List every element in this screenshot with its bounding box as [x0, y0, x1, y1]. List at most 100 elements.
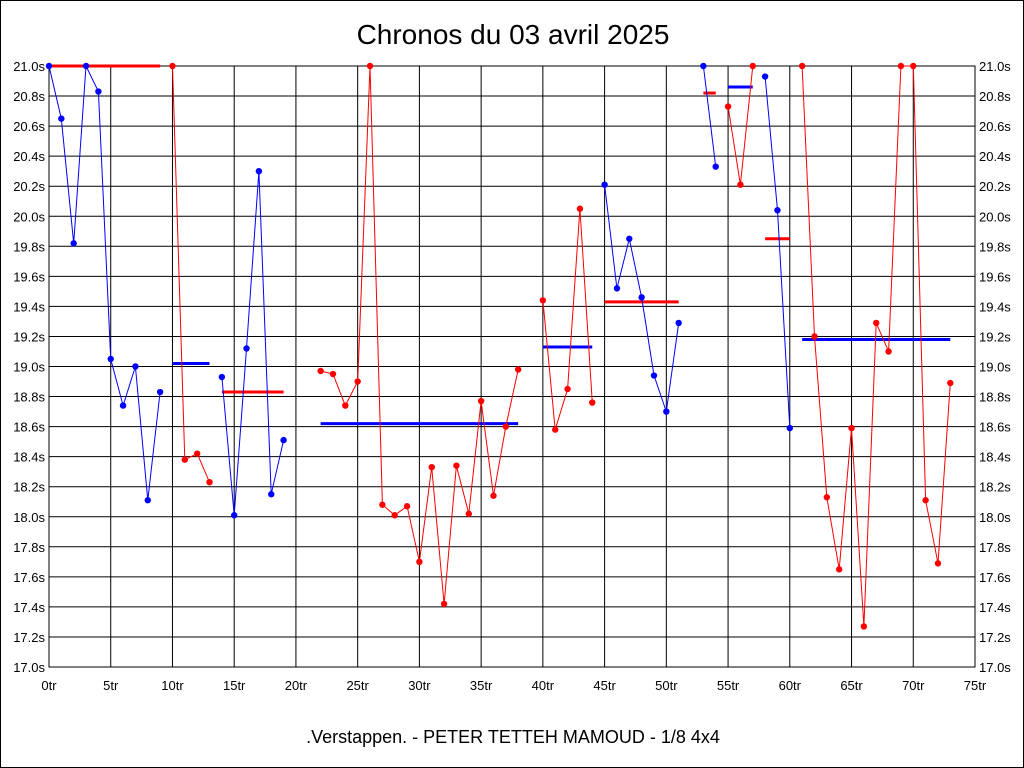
data-point [317, 367, 324, 375]
data-point [947, 379, 954, 387]
y-tick-label-left: 19.8s [13, 239, 45, 254]
series-line [764, 76, 791, 429]
data-point [95, 88, 102, 95]
x-tick-label: 75tr [964, 678, 987, 693]
data-point [761, 73, 769, 80]
data-point [329, 370, 337, 378]
data-point [835, 566, 843, 573]
data-point [700, 62, 707, 70]
data-point [712, 163, 719, 170]
x-tick-label: 5tr [103, 678, 119, 693]
y-tick-label-right: 19.4s [979, 299, 1011, 314]
y-tick-label-left: 18.2s [13, 480, 45, 495]
y-tick-label-left: 20.2s [13, 179, 45, 194]
data-point [848, 424, 855, 432]
data-point [786, 424, 793, 432]
data-point [502, 423, 510, 430]
y-tick-label-right: 18.4s [979, 450, 1011, 465]
data-point [774, 207, 781, 214]
plot-border [48, 65, 976, 668]
x-tick-label: 25tr [346, 678, 369, 693]
axis-labels: 17.0s 17.0s 17.2s 17.2s 17.4s 17.4s 17.6s 17.6s… [13, 59, 1011, 693]
data-point [119, 402, 127, 409]
data-point [354, 378, 361, 385]
data-point [490, 492, 497, 499]
data-point [169, 62, 176, 70]
data-point [564, 385, 571, 393]
y-tick-label-left: 19.4s [13, 299, 45, 314]
data-point [798, 62, 806, 70]
data-point [391, 512, 398, 519]
data-point [477, 397, 485, 405]
y-tick-label-right: 20.6s [979, 119, 1011, 134]
data-point [823, 494, 831, 501]
data-point [206, 478, 213, 486]
y-tick-label-right: 17.8s [979, 540, 1011, 555]
data-point [144, 497, 151, 504]
y-tick-label-right: 18.2s [979, 480, 1011, 495]
data-point [626, 235, 633, 242]
x-tick-label: 60tr [779, 678, 802, 693]
data-point [255, 167, 263, 175]
series-line [221, 171, 285, 516]
y-tick-label-left: 18.8s [13, 390, 45, 405]
data-point [885, 348, 892, 355]
data-point [268, 491, 275, 498]
data-point [342, 402, 349, 409]
y-tick-label-left: 19.2s [13, 329, 45, 344]
y-tick-label-right: 17.6s [979, 570, 1011, 585]
data-point [440, 600, 448, 608]
y-tick-label-right: 20.4s [979, 149, 1011, 164]
data-point [280, 436, 287, 444]
x-tick-label: 0tr [41, 678, 57, 693]
series-line [48, 64, 161, 501]
data-point [663, 408, 670, 415]
data-point [934, 560, 942, 567]
series-line [801, 65, 951, 627]
data-point [675, 319, 682, 327]
data-point [576, 205, 584, 212]
x-tick-label: 20tr [285, 678, 308, 693]
y-tick-label-left: 20.4s [13, 149, 45, 164]
y-tick-label-right: 18.8s [979, 390, 1011, 405]
grid [48, 65, 976, 668]
data-point [638, 294, 645, 301]
y-tick-label-left: 20.0s [13, 209, 45, 224]
y-tick-label-right: 20.2s [979, 179, 1011, 194]
y-tick-label-right: 18.0s [979, 510, 1011, 525]
y-tick-label-right: 19.6s [979, 269, 1011, 284]
y-tick-label-right: 21.0s [979, 59, 1011, 74]
data-point [910, 62, 917, 70]
y-tick-label-left: 17.6s [13, 570, 45, 585]
y-tick-label-left: 20.6s [13, 119, 45, 134]
series-line [172, 65, 210, 483]
x-tick-label: 70tr [902, 678, 925, 693]
y-tick-label-left: 19.0s [13, 360, 45, 375]
data-point [82, 62, 90, 70]
x-tick-label: 45tr [593, 678, 616, 693]
data-point [70, 240, 77, 247]
x-tick-label: 10tr [161, 678, 184, 693]
y-tick-label-left: 20.8s [13, 89, 45, 104]
data-point [601, 181, 608, 188]
data-point [539, 297, 547, 304]
data-point [379, 501, 386, 508]
y-tick-label-right: 17.4s [979, 600, 1011, 615]
y-tick-label-left: 18.4s [13, 450, 45, 465]
chart-title: Chronos du 03 avril 2025 [357, 19, 670, 50]
x-tick-label: 40tr [532, 678, 555, 693]
data-point [45, 62, 53, 70]
y-tick-label-left: 17.8s [13, 540, 45, 555]
data-point [724, 103, 732, 110]
y-tick-label-left: 18.0s [13, 510, 45, 525]
y-tick-label-right: 18.6s [979, 420, 1011, 435]
data-point [193, 450, 201, 457]
x-tick-label: 50tr [655, 678, 678, 693]
data-point [552, 426, 559, 433]
chart-subtitle: .Verstappen. - PETER TETTEH MAMOUD - 1/8… [306, 727, 720, 747]
average-lines [49, 64, 951, 426]
data-point [416, 558, 423, 566]
data-point [403, 503, 411, 510]
